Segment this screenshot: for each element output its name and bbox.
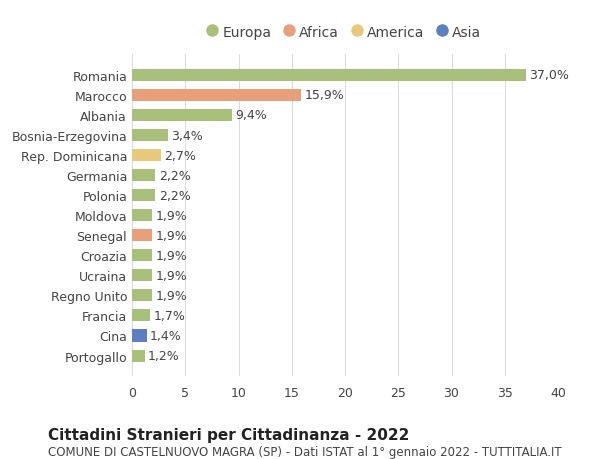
Text: 15,9%: 15,9% — [305, 89, 344, 102]
Legend: Europa, Africa, America, Asia: Europa, Africa, America, Asia — [203, 20, 487, 45]
Text: 1,9%: 1,9% — [155, 249, 187, 262]
Bar — [132, 330, 147, 342]
Bar — [132, 350, 145, 362]
Text: 9,4%: 9,4% — [235, 109, 267, 122]
Bar — [132, 250, 152, 262]
Text: 3,4%: 3,4% — [172, 129, 203, 142]
Bar — [132, 150, 161, 162]
Bar — [132, 210, 152, 222]
Text: Cittadini Stranieri per Cittadinanza - 2022: Cittadini Stranieri per Cittadinanza - 2… — [48, 427, 409, 442]
Text: 2,2%: 2,2% — [158, 169, 190, 182]
Bar — [132, 230, 152, 242]
Bar — [132, 170, 155, 182]
Text: 1,9%: 1,9% — [155, 269, 187, 282]
Text: 2,2%: 2,2% — [158, 189, 190, 202]
Bar — [132, 90, 301, 102]
Bar — [132, 270, 152, 282]
Bar — [132, 110, 232, 122]
Text: 2,7%: 2,7% — [164, 149, 196, 162]
Bar — [132, 290, 152, 302]
Text: COMUNE DI CASTELNUOVO MAGRA (SP) - Dati ISTAT al 1° gennaio 2022 - TUTTITALIA.IT: COMUNE DI CASTELNUOVO MAGRA (SP) - Dati … — [48, 445, 562, 458]
Text: 1,9%: 1,9% — [155, 289, 187, 302]
Bar — [132, 130, 168, 142]
Text: 1,2%: 1,2% — [148, 349, 180, 362]
Text: 1,4%: 1,4% — [150, 329, 182, 342]
Text: 1,7%: 1,7% — [154, 309, 185, 322]
Bar — [132, 70, 526, 82]
Text: 37,0%: 37,0% — [529, 69, 569, 82]
Text: 1,9%: 1,9% — [155, 229, 187, 242]
Bar — [132, 310, 150, 322]
Bar — [132, 190, 155, 202]
Text: 1,9%: 1,9% — [155, 209, 187, 222]
